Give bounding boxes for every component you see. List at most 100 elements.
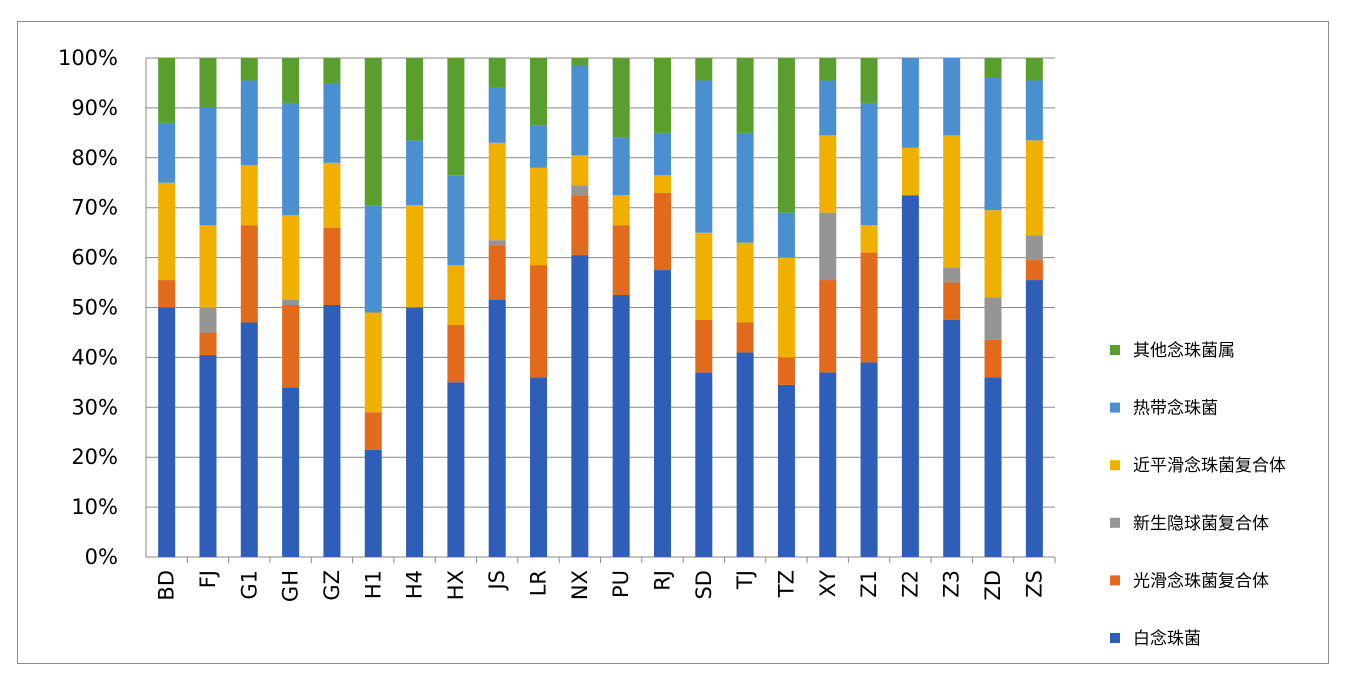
bar-segment [406,307,424,557]
bar-segment [447,382,465,557]
bar-segment [901,58,919,148]
y-tick-label: 40% [71,345,118,369]
bar-segment [530,167,548,266]
bar-segment [571,185,589,196]
bar-segment [901,147,919,196]
bar-segment [530,125,548,168]
y-tick-label: 70% [71,196,118,220]
bar-segment [1025,260,1043,281]
bar-segment [447,175,465,266]
bar-segment [282,387,300,557]
bar-segment [1025,80,1043,141]
bar-segment [323,227,341,306]
bar-segment [158,280,176,308]
bar-segment [819,212,837,281]
bar-segment [571,65,589,156]
bar-segment [282,102,300,216]
bar-segment [736,242,754,323]
bar-segment [488,240,506,246]
legend-swatch [1110,633,1120,643]
legend-label: 光滑念珠菌复合体 [1133,570,1269,591]
y-tick-label: 30% [71,395,118,419]
bar-segment [282,305,300,388]
y-tick-label: 100% [58,46,118,70]
bar-segment [777,212,795,258]
bar-segment [488,245,506,301]
bar-segment [1025,235,1043,261]
bar-segment [777,257,795,358]
bar-segment [364,58,382,206]
bar-segment [653,132,671,176]
bar-segment [158,58,176,123]
x-tick-label: PU [609,570,633,598]
bar-segment [612,195,630,226]
x-tick-label: JS [485,570,509,592]
bar-segment [406,205,424,308]
bar-segment [653,58,671,133]
bar-segment [860,58,878,103]
x-tick-label: RJ [650,570,674,591]
bar-segment [323,162,341,228]
bar-segment [943,58,961,136]
bar-segment [777,384,795,557]
bar-segment [240,58,258,81]
bar-segment [240,225,258,323]
bar-segment [447,265,465,325]
legend-swatch [1110,345,1120,355]
bar-segment [943,282,961,320]
bar-segment [530,377,548,557]
bar-segment [488,142,506,241]
bar-segment [364,449,382,557]
legend-label: 热带念珠菌 [1133,398,1218,419]
bar-segment [488,300,506,557]
y-tick-label: 50% [71,296,118,320]
bar-segment [984,77,1002,211]
bar-segment [612,225,630,296]
bar-segment [901,195,919,557]
bar-segment [819,280,837,373]
bar-segment [240,165,258,226]
bar-segment [364,412,382,450]
legend-label: 其他念珠菌属 [1133,340,1235,361]
x-tick-label: Z1 [857,570,881,598]
bar-segment [282,215,300,301]
x-tick-label: SD [692,570,716,600]
x-tick-label: Z2 [898,570,922,598]
bar-segment [571,255,589,558]
bar-segment [653,270,671,557]
bar-segment [364,205,382,313]
bar-segment [860,225,878,253]
x-tick-label: TJ [733,570,757,590]
bar-segment [323,58,341,83]
bar-segment [695,372,713,557]
bar-segment [736,58,754,133]
bar-segment [406,140,424,206]
bar-segment [984,58,1002,78]
bar-segment [323,305,341,557]
bar-segment [984,210,1002,298]
x-tick-label: G1 [237,570,261,600]
bar-segment [984,297,1002,340]
bar-segment [943,135,961,268]
y-tick-label: 0% [85,545,118,569]
x-tick-label: TZ [774,570,798,598]
bar-segment [736,352,754,557]
bar-segment [819,80,837,136]
y-tick-label: 60% [71,246,118,270]
bar-segment [695,232,713,320]
bar-segment [736,322,754,353]
bar-segment [819,135,837,213]
bar-segment [1025,140,1043,236]
bar-segment [282,58,300,103]
bar-segment [653,192,671,271]
bar-segment [199,58,217,108]
legend-label: 白念珠菌 [1133,628,1201,649]
bar-segment [530,265,548,378]
legend-swatch [1110,575,1120,586]
bar-segment [447,324,465,383]
bar-segment [860,362,878,557]
bar-segment [819,58,837,81]
bar-segment [199,307,217,333]
bar-segment [488,87,506,143]
